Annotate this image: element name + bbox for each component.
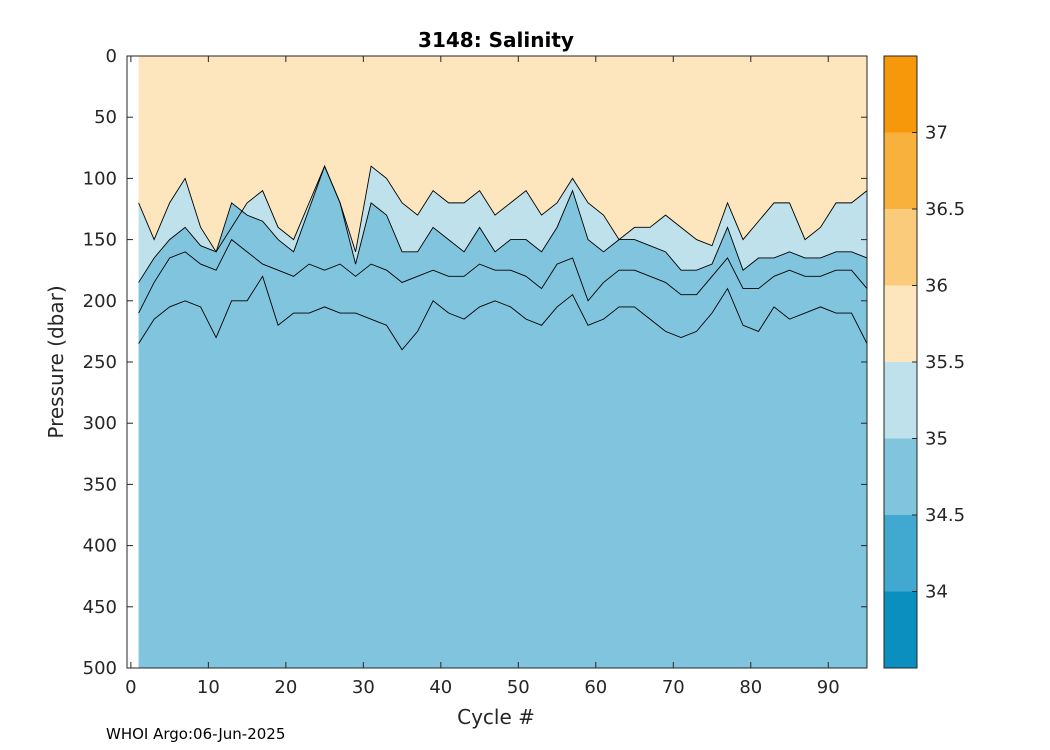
colorbar-tick-label: 36	[925, 276, 948, 297]
salinity-band-34.5-35	[138, 166, 867, 668]
x-tick-label: 90	[817, 677, 840, 698]
colorbar-tick-label: 34.5	[925, 505, 965, 526]
x-tick-label: 0	[125, 677, 136, 698]
colorbar-swatch	[884, 285, 917, 362]
y-tick-label: 150	[83, 230, 117, 251]
y-tick-label: 300	[83, 413, 117, 434]
x-tick-label: 60	[584, 677, 607, 698]
y-tick-label: 250	[83, 352, 117, 373]
colorbar-tick-label: 37	[925, 123, 948, 144]
contour-line-35.0	[138, 164, 868, 283]
colorbar-swatch	[884, 362, 917, 439]
chart-title: 3148: Salinity	[418, 28, 574, 52]
y-tick-label: 50	[94, 107, 117, 128]
colorbar-swatch	[884, 515, 917, 592]
plot-area	[126, 55, 868, 669]
contour-line-35.5	[138, 165, 868, 253]
y-tick-label: 400	[83, 536, 117, 557]
colorbar-tick-label: 35	[925, 429, 948, 450]
y-tick-label: 350	[83, 474, 117, 495]
colorbar-swatch	[884, 438, 917, 515]
x-tick-label: 70	[662, 677, 685, 698]
colorbar: 34 34.5 35 35.5 36 36.5 37	[883, 55, 965, 669]
x-tick-label: 10	[197, 677, 220, 698]
x-tick-label: 20	[274, 677, 297, 698]
y-axis: 0 50 100 150 200 250 300 350 400 450 500	[83, 46, 867, 679]
footer-credit: WHOI Argo:06-Jun-2025	[106, 725, 286, 743]
x-axis-label: Cycle #	[457, 705, 535, 729]
x-axis: 0 10 20 30 40 50 60 70 80 90	[125, 56, 840, 698]
colorbar-swatch	[884, 591, 917, 668]
x-tick-label: 50	[507, 677, 530, 698]
y-tick-label: 200	[83, 291, 117, 312]
y-axis-label: Pressure (dbar)	[44, 285, 68, 438]
y-tick-label: 0	[106, 46, 117, 67]
y-tick-label: 100	[83, 168, 117, 189]
contour-line-34.5	[138, 238, 868, 314]
y-tick-label: 500	[83, 658, 117, 679]
colorbar-swatch	[884, 56, 917, 133]
colorbar-tick-label: 36.5	[925, 199, 965, 220]
x-tick-label: 40	[429, 677, 452, 698]
colorbar-tick-label: 35.5	[925, 352, 965, 373]
x-tick-label: 80	[739, 677, 762, 698]
x-tick-label: 30	[352, 677, 375, 698]
contour-line-34.0	[138, 275, 868, 351]
colorbar-tick-label: 34	[925, 582, 948, 603]
colorbar-swatch	[884, 132, 917, 209]
colorbar-swatch	[884, 209, 917, 286]
y-tick-label: 450	[83, 597, 117, 618]
